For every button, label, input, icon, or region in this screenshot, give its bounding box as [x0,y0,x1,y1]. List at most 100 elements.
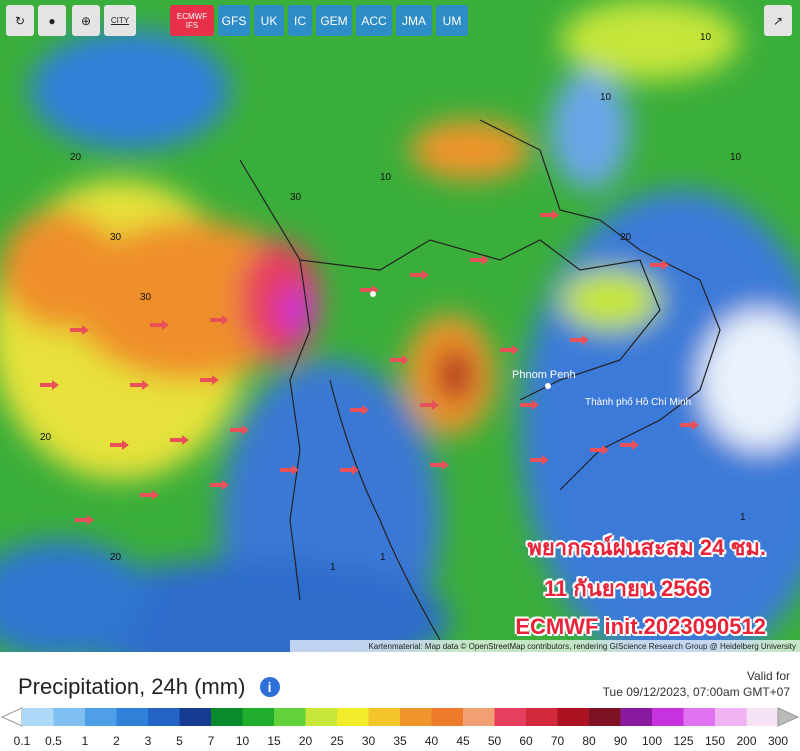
legend-swatch [116,708,149,726]
map: Phnom Penh Thành phố Hồ Chí Minh 2030302… [0,0,800,652]
legend-tick-label: 60 [519,734,533,748]
overlay-text: ECMWF init.2023090512 [515,614,766,639]
wind-arrow [570,335,589,345]
reload-button[interactable]: ↻ [6,5,34,36]
wind-arrow [70,325,89,335]
city-dot [370,291,376,297]
contour-label: 10 [730,152,742,163]
footer-title-text: Precipitation, 24h (mm) [18,674,246,699]
wind-arrow [75,515,94,525]
place-label: Thành phố Hồ Chí Minh [585,396,691,408]
wind-arrow [280,465,299,475]
legend-tick-label: 7 [208,734,215,748]
wind-arrow [350,405,369,415]
legend-tick-label: 0.5 [45,734,62,748]
contour-label: 20 [110,552,122,563]
contour-label: 30 [290,192,302,203]
contour-label: 20 [620,232,632,243]
overlay-text: 11 กันยายน 2566 [544,576,710,601]
location-button[interactable]: ● [38,5,66,36]
legend-swatch [274,708,306,726]
wind-arrow [230,425,249,435]
legend-swatch [368,708,401,726]
model-button[interactable]: GFS [218,5,250,36]
legend-swatch [400,708,432,726]
model-button[interactable]: ACC [356,5,392,36]
legend-arrow-high [777,707,800,727]
wind-arrow [150,320,169,330]
wind-arrow [620,440,639,450]
wind-arrow [410,270,429,280]
info-icon[interactable]: i [259,677,280,697]
legend-swatch [85,708,117,726]
contour-label: 10 [380,172,392,183]
wind-arrow [500,345,519,355]
city-button[interactable]: CITY [104,5,136,36]
legend-tick-label: 70 [551,734,565,748]
legend-swatch [305,708,338,726]
legend-tick-label: 2 [113,734,120,748]
legend-swatch [148,708,180,726]
legend-tick-label: 45 [456,734,470,748]
legend-tick-label: 35 [393,734,407,748]
zoom-button[interactable]: ⊕ [72,5,100,36]
contour-label: 10 [700,32,712,43]
contour-labels: 20 30 30 20 10 10 20 10 1 1 1 20 30 10 [40,32,746,573]
legend-swatch [242,708,275,726]
legend-tick-label: 0.1 [14,734,31,748]
legend-tick-label: 40 [425,734,439,748]
model-button[interactable]: UM [436,5,468,36]
precip-field [0,0,800,652]
legend-tick-label: 50 [488,734,502,748]
legend-swatch [431,708,464,726]
legend-swatch [494,708,527,726]
legend-tick-label: 25 [330,734,344,748]
model-button[interactable]: UK [254,5,284,36]
contour-label: 1 [740,512,746,523]
contour-label: 20 [70,152,82,163]
legend-swatch [620,708,653,726]
wind-arrow [200,375,219,385]
contour-label: 1 [380,552,386,563]
legend-swatch [652,708,684,726]
contour-label: 30 [110,232,122,243]
legend-tick-label: 200 [736,734,756,748]
wind-arrow [650,260,669,270]
model-button[interactable]: JMA [396,5,432,36]
legend-swatch [53,708,86,726]
wind-arrow [590,445,609,455]
model-button[interactable]: ECMWF IFS [170,5,214,36]
wind-arrow [530,455,549,465]
legend-tick-label: 300 [768,734,788,748]
wind-arrow [420,400,439,410]
wind-arrows [40,210,699,525]
borders [239,119,721,641]
legend-swatch [715,708,747,726]
wind-arrow [40,380,59,390]
legend-swatch [211,708,243,726]
wind-arrow [520,400,539,410]
legend-tick-label: 10 [236,734,250,748]
wind-arrow [140,490,159,500]
legend-swatch [463,708,495,726]
legend-swatch [22,708,54,726]
legend-tick-label: 15 [267,734,281,748]
attribution: Kartenmaterial: Map data © OpenStreetMap… [368,642,796,651]
model-button[interactable]: GEM [316,5,352,36]
legend-tick-label: 5 [176,734,183,748]
legend-tick-label: 80 [582,734,596,748]
wind-arrow [110,440,129,450]
legend-tick-label: 90 [614,734,628,748]
attribution-bg [290,640,800,652]
share-button[interactable]: ↗ [764,5,792,36]
wind-arrow [390,355,409,365]
legend-tick-label: 1 [82,734,89,748]
contour-label: 30 [140,292,152,303]
legend-swatch [557,708,590,726]
legend-tick-label: 100 [642,734,662,748]
legend: 0.1 0.5 1 2 3 5 7 10 15 20 25 30 35 40 45 50 60 70 80 90 100… [0,707,800,748]
legend-swatch [526,708,558,726]
wind-arrow [210,315,229,325]
model-button[interactable]: IC [288,5,312,36]
wind-arrow [680,420,699,430]
